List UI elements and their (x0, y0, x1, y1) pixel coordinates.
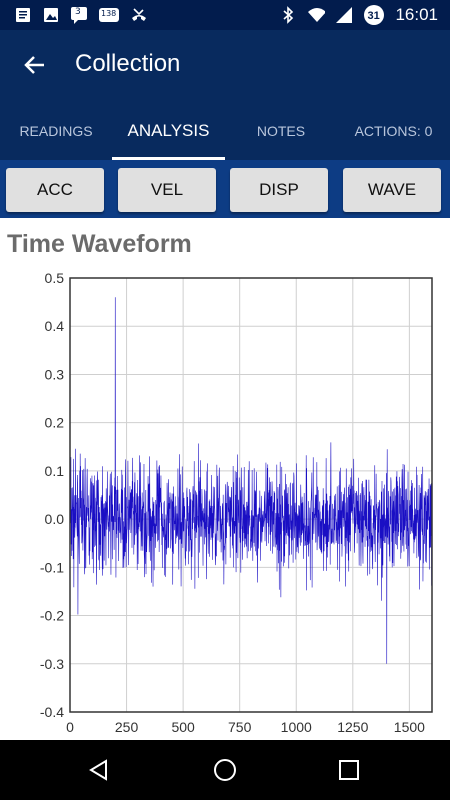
app-bar: Collection (0, 30, 450, 102)
tab-actions[interactable]: ACTIONS: 0 (354, 123, 433, 139)
acc-button[interactable]: ACC (6, 168, 104, 212)
x-tick-label: 250 (115, 719, 139, 735)
triangle-back-icon (89, 759, 107, 781)
waveform-series-line (69, 297, 433, 664)
mode-bar: ACC VEL DISP WAVE (0, 160, 450, 218)
status-bar: 3 138 31 16:01 (0, 0, 450, 30)
missed-call-icon (130, 6, 148, 24)
y-tick-label: 0.2 (45, 415, 65, 431)
back-button[interactable] (18, 48, 52, 82)
chart-title: Time Waveform (7, 230, 192, 258)
y-tick-label: 0.0 (45, 511, 65, 527)
page-title: Collection (75, 50, 181, 77)
tab-bar: READINGS ANALYSIS NOTES ACTIONS: 0 (0, 102, 450, 160)
battery-level: 31 (367, 10, 380, 22)
signal-icon (335, 6, 353, 24)
x-tick-label: 750 (228, 719, 252, 735)
home-button[interactable] (208, 754, 242, 786)
nav-bar (0, 740, 450, 800)
tab-readings[interactable]: READINGS (19, 123, 93, 139)
image-icon (42, 6, 60, 24)
x-tick-label: 1250 (337, 719, 368, 735)
news-icon: 138 (98, 6, 120, 24)
message-icon: 3 (70, 6, 88, 24)
square-recents-icon (339, 760, 359, 780)
y-tick-label: -0.1 (40, 559, 64, 575)
y-tick-label: 0.1 (45, 463, 65, 479)
circle-home-icon (214, 759, 236, 781)
arrow-left-icon (24, 56, 44, 74)
y-tick-label: -0.2 (40, 608, 64, 624)
recents-button[interactable] (332, 754, 366, 786)
wave-button[interactable]: WAVE (343, 168, 441, 212)
plot-frame (69, 277, 433, 713)
y-tick-label: 0.4 (45, 318, 65, 334)
time-waveform-chart: 0.5 0.4 0.3 0.2 0.1 0.0 -0.1 -0.2 -0.3 -0.40 250 50… (40, 270, 433, 735)
x-tick-label: 500 (171, 719, 195, 735)
y-tick-label: 0.3 (45, 366, 65, 382)
notes-icon (14, 6, 32, 24)
vel-button[interactable]: VEL (118, 168, 216, 212)
news-badge: 138 (101, 9, 117, 18)
status-time: 16:01 (395, 5, 438, 24)
back-nav-button[interactable] (82, 754, 116, 786)
y-tick-label: -0.3 (40, 656, 64, 672)
tab-analysis[interactable]: ANALYSIS (127, 121, 210, 140)
battery-icon: 31 (363, 5, 385, 25)
x-tick-label: 1000 (281, 719, 312, 735)
x-tick-label: 0 (66, 719, 74, 735)
wifi-icon (307, 6, 326, 24)
message-badge: 3 (75, 7, 81, 17)
tab-indicator (112, 157, 225, 160)
tab-notes[interactable]: NOTES (256, 123, 306, 139)
disp-button[interactable]: DISP (230, 168, 328, 212)
y-tick-label: -0.4 (40, 704, 64, 720)
bluetooth-icon (279, 6, 297, 24)
y-tick-label: 0.5 (45, 270, 65, 286)
x-tick-label: 1500 (394, 719, 425, 735)
